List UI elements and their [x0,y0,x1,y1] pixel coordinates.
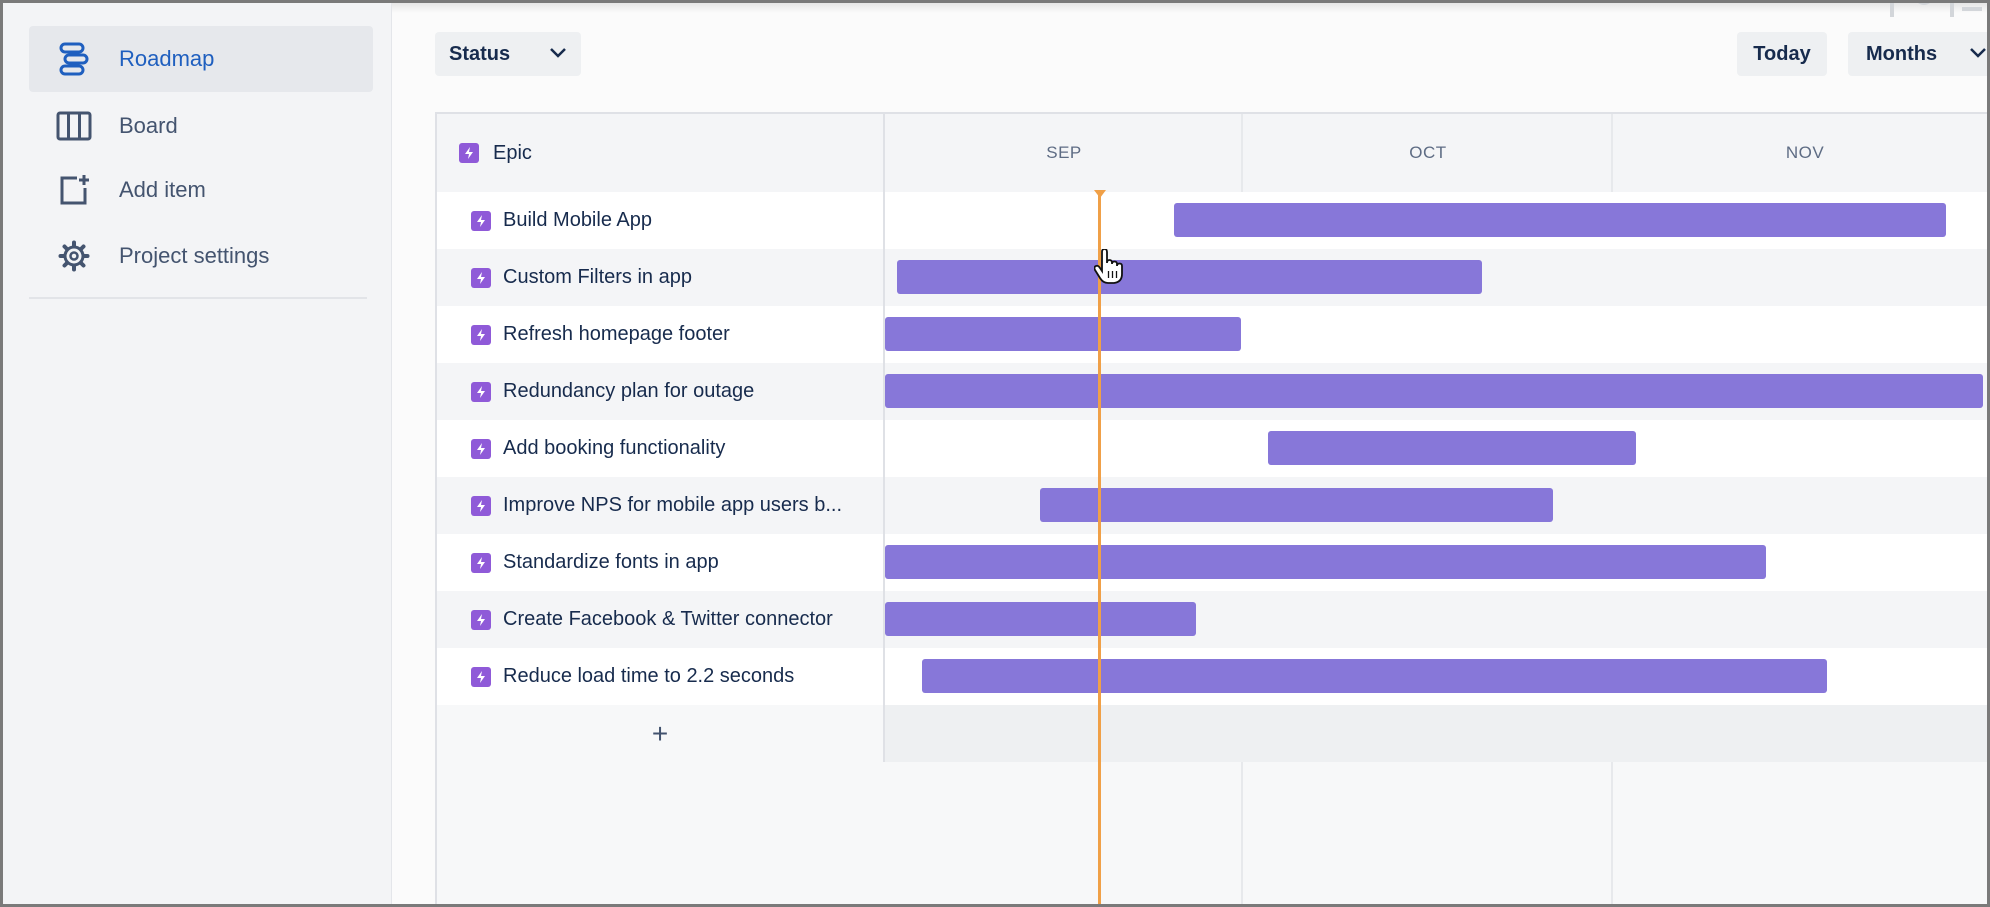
epic-row[interactable]: Reduce load time to 2.2 seconds [437,648,1987,705]
epic-row[interactable]: Standardize fonts in app [437,534,1987,591]
epic-column-header: Epic [437,114,885,193]
epic-row-label[interactable]: Refresh homepage footer [437,306,885,363]
epic-title: Reduce load time to 2.2 seconds [503,665,795,687]
epic-title: Create Facebook & Twitter connector [503,608,833,630]
epic-row-label[interactable]: Build Mobile App [437,192,885,249]
months-view-select[interactable]: Months [1848,32,1987,76]
epic-lightning-icon [471,210,491,231]
board-icon [29,111,119,141]
epic-title: Build Mobile App [503,209,652,231]
epic-lightning-icon [471,609,491,630]
epic-title: Refresh homepage footer [503,323,730,345]
epic-title: Add booking functionality [503,437,726,459]
epic-timeline-bar[interactable] [1040,488,1553,522]
status-filter-button[interactable]: Status [435,32,581,76]
epic-timeline-bar[interactable] [1174,203,1946,237]
epic-lightning-icon [471,666,491,687]
epic-title: Improve NPS for mobile app users b... [503,494,843,516]
epic-lightning-icon [471,324,491,345]
epic-row[interactable]: Build Mobile App [437,192,1987,249]
sidebar-item-board[interactable]: Board [29,93,373,159]
epic-row-label[interactable]: Reduce load time to 2.2 seconds [437,648,885,705]
add-epic-button[interactable]: + [437,705,885,762]
today-marker-icon [1094,190,1106,198]
faded-header-fragment [1882,3,1987,21]
epic-timeline-bar[interactable] [1268,431,1636,465]
epic-row[interactable]: Add booking functionality [437,420,1987,477]
today-button[interactable]: Today [1737,32,1827,76]
add-row-timeline [885,705,1987,762]
plus-icon: + [651,717,669,749]
epic-lightning-icon [459,143,479,163]
top-shadow [392,3,1987,13]
epic-timeline-bar[interactable] [922,659,1827,693]
epic-lightning-icon [471,495,491,516]
epic-timeline-bar[interactable] [897,260,1482,294]
epic-row-label[interactable]: Improve NPS for mobile app users b... [437,477,885,534]
sidebar-item-add-item[interactable]: Add item [29,157,373,223]
month-header-sep: SEP [885,114,1243,193]
epic-row-label[interactable]: Create Facebook & Twitter connector [437,591,885,648]
today-button-label: Today [1753,42,1811,65]
sidebar-item-project-settings[interactable]: Project settings [29,223,373,289]
sidebar-item-label: Project settings [119,243,270,268]
roadmap-timeline: Epic SEP OCT NOV Build Mobile App Custom… [435,112,1987,904]
epic-title: Standardize fonts in app [503,551,719,573]
month-header-nov: NOV [1613,114,1987,193]
epic-lightning-icon [471,552,491,573]
epic-row[interactable]: Create Facebook & Twitter connector [437,591,1987,648]
months-select-label: Months [1866,42,1938,65]
epic-timeline-bar[interactable] [885,317,1241,351]
sidebar-item-label: Add item [119,177,206,202]
epic-lightning-icon [471,438,491,459]
chevron-down-icon [550,48,566,58]
epic-row[interactable]: Improve NPS for mobile app users b... [437,477,1987,534]
roadmap-icon [29,41,119,77]
epic-timeline-bar[interactable] [885,374,1983,408]
add-item-icon [29,173,119,207]
epic-title: Custom Filters in app [503,266,692,288]
month-header-oct: OCT [1243,114,1613,193]
sidebar-divider [29,297,367,299]
sidebar-item-label: Board [119,113,178,138]
epic-row-label[interactable]: Custom Filters in app [437,249,885,306]
roadmap-main: Status Today Months Epic SEP OCT N [392,3,1987,904]
sidebar-item-label: Roadmap [119,46,215,71]
sidebar-item-roadmap[interactable]: Roadmap [29,26,373,92]
epic-row-label[interactable]: Add booking functionality [437,420,885,477]
epic-row[interactable]: Redundancy plan for outage [437,363,1987,420]
gear-icon [29,240,119,272]
today-indicator-line [1098,192,1101,904]
sidebar: Roadmap Board Add item [3,3,392,904]
epic-row-label[interactable]: Redundancy plan for outage [437,363,885,420]
chevron-down-icon [1970,48,1986,58]
status-filter-label: Status [449,42,511,65]
epic-timeline-bar[interactable] [885,545,1766,579]
epic-timeline-bar[interactable] [885,602,1196,636]
hand-cursor-icon [1094,249,1123,284]
epic-row-label[interactable]: Standardize fonts in app [437,534,885,591]
epic-lightning-icon [471,267,491,288]
epic-column-title: Epic [493,141,532,164]
epic-row[interactable]: Refresh homepage footer [437,306,1987,363]
epic-lightning-icon [471,381,491,402]
epic-title: Redundancy plan for outage [503,380,755,402]
epic-row[interactable]: Custom Filters in app [437,249,1987,306]
